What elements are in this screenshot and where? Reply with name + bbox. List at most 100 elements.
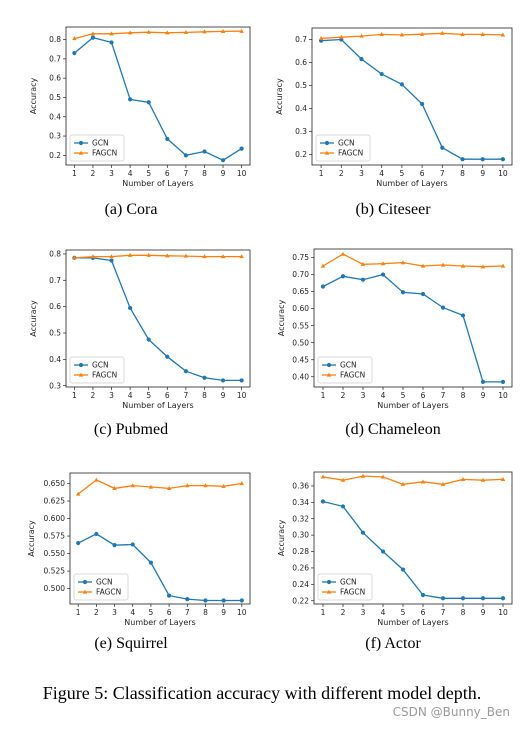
- legend-gcn-label: GCN: [340, 361, 357, 370]
- legend-box: [317, 573, 373, 601]
- x-tick-label: 7: [183, 391, 188, 400]
- y-tick-label: 0.8: [49, 250, 61, 259]
- fagcn-point: [380, 261, 386, 266]
- gcn-point: [130, 542, 135, 547]
- legend-fagcn-label: FAGCN: [92, 371, 117, 380]
- y-tick-label: 0.60: [292, 304, 309, 313]
- gcn-point: [500, 157, 506, 162]
- x-tick-label: 3: [109, 391, 114, 400]
- legend-gcn-marker: [326, 362, 332, 368]
- x-tick-label: 8: [461, 391, 466, 400]
- gcn-point: [480, 157, 485, 162]
- fagcn-point: [127, 30, 133, 35]
- x-tick-label: 1: [72, 169, 77, 178]
- x-axis-label: Number of Layers: [122, 179, 193, 188]
- gcn-series-line: [74, 257, 242, 382]
- x-tick-label: 2: [339, 169, 344, 178]
- gcn-point: [239, 146, 244, 151]
- legend-box: [317, 356, 373, 384]
- subcaption-actor: (f) Actor: [365, 635, 421, 652]
- y-tick-label: 0.6: [49, 74, 61, 83]
- legend-gcn-marker: [326, 579, 332, 585]
- fagcn-point: [500, 32, 506, 37]
- x-tick-label: 1: [76, 608, 81, 617]
- subcaption-pubmed: (c) Pubmed: [93, 421, 169, 438]
- gcn-point: [420, 101, 425, 107]
- y-tick-label: 0.625: [44, 497, 66, 506]
- fagcn-point: [400, 481, 406, 486]
- watermark: CSDN @Bunny_Ben: [392, 705, 510, 719]
- gcn-point: [420, 592, 426, 598]
- fagcn-point: [127, 252, 133, 257]
- x-tick-label: 2: [94, 608, 99, 617]
- y-tick-label: 0.7: [49, 54, 61, 63]
- plot-frame: [65, 26, 251, 166]
- fagcn-point: [239, 28, 244, 33]
- gcn-point: [360, 530, 366, 535]
- chart-actor: 1 2 3 4 5 6 7 8 9 10 0.22 0.24 0.26 0.28 0.30 0.32 0.34 0…: [277, 471, 513, 627]
- fagcn-point: [185, 483, 190, 488]
- fagcn-point: [440, 262, 446, 267]
- y-tick-label: 0.22: [292, 596, 309, 605]
- x-tick-label: 4: [130, 608, 135, 617]
- fagcn-point: [460, 32, 465, 37]
- fagcn-point: [318, 35, 324, 40]
- gcn-point: [420, 291, 426, 297]
- fagcn-point: [146, 29, 151, 34]
- gcn-point: [340, 274, 346, 279]
- fagcn-point: [359, 33, 364, 38]
- fagcn-point: [460, 476, 466, 481]
- x-tick-label: 6: [167, 608, 172, 617]
- y-tick-label: 0.24: [292, 580, 309, 589]
- x-tick-label: 2: [341, 391, 346, 400]
- gcn-point: [380, 272, 386, 277]
- y-tick-label: 0.7: [295, 35, 307, 44]
- y-tick-label: 0.650: [44, 479, 66, 488]
- legend-fagcn-label: FAGCN: [96, 588, 121, 597]
- x-tick-label: 5: [401, 391, 406, 400]
- gcn-series-line: [322, 273, 503, 383]
- plot-frame: [69, 472, 251, 605]
- y-tick-label: 0.550: [44, 549, 66, 558]
- y-tick-label: 0.4: [49, 355, 61, 364]
- x-tick-label: 6: [165, 391, 170, 400]
- legend-box: [315, 134, 371, 162]
- gcn-point: [400, 567, 406, 572]
- fagcn-point: [94, 477, 99, 482]
- fagcn-point: [399, 32, 405, 37]
- gcn-point: [379, 71, 384, 77]
- x-tick-label: 4: [379, 169, 384, 178]
- y-tick-label: 0.55: [292, 321, 309, 330]
- y-axis-label: Accuracy: [27, 520, 36, 557]
- x-tick-label: 3: [361, 608, 366, 617]
- y-tick-label: 0.32: [292, 514, 309, 523]
- legend-fagcn-label: FAGCN: [92, 149, 117, 158]
- x-tick-label: 2: [91, 169, 96, 178]
- y-tick-label: 0.500: [44, 584, 66, 593]
- fagcn-point: [109, 254, 114, 259]
- chart-squirrel: 1 2 3 4 5 6 7 8 9 10 0.500 0.525 0.550 0.575 0.600 0.62…: [27, 472, 251, 627]
- x-tick-label: 2: [341, 608, 346, 617]
- x-tick-label: 3: [109, 169, 114, 178]
- fagcn-point: [380, 474, 386, 479]
- fagcn-point: [239, 254, 244, 259]
- x-tick-label: 6: [420, 169, 425, 178]
- x-axis-label: Number of Layers: [376, 179, 447, 188]
- x-tick-label: 6: [165, 169, 170, 178]
- x-tick-label: 2: [91, 391, 96, 400]
- fagcn-point: [220, 254, 226, 259]
- chart-citeseer: 1 2 3 4 5 6 7 8 9 10 0.2 0.3 0.4 0.5 0.6 0.7 Number of L…: [275, 27, 513, 188]
- x-tick-label: 1: [72, 391, 77, 400]
- legend-gcn-label: GCN: [92, 361, 109, 370]
- y-tick-label: 0.8: [49, 35, 61, 44]
- fagcn-point: [340, 477, 346, 482]
- legend-fagcn-marker: [78, 372, 84, 377]
- gcn-series-line: [321, 38, 503, 160]
- x-tick-label: 10: [237, 391, 247, 400]
- gcn-series-line: [73, 36, 242, 161]
- fagcn-point: [72, 255, 77, 260]
- legend-fagcn-label: FAGCN: [340, 588, 365, 597]
- gcn-point: [460, 596, 466, 601]
- x-tick-label: 3: [112, 608, 117, 617]
